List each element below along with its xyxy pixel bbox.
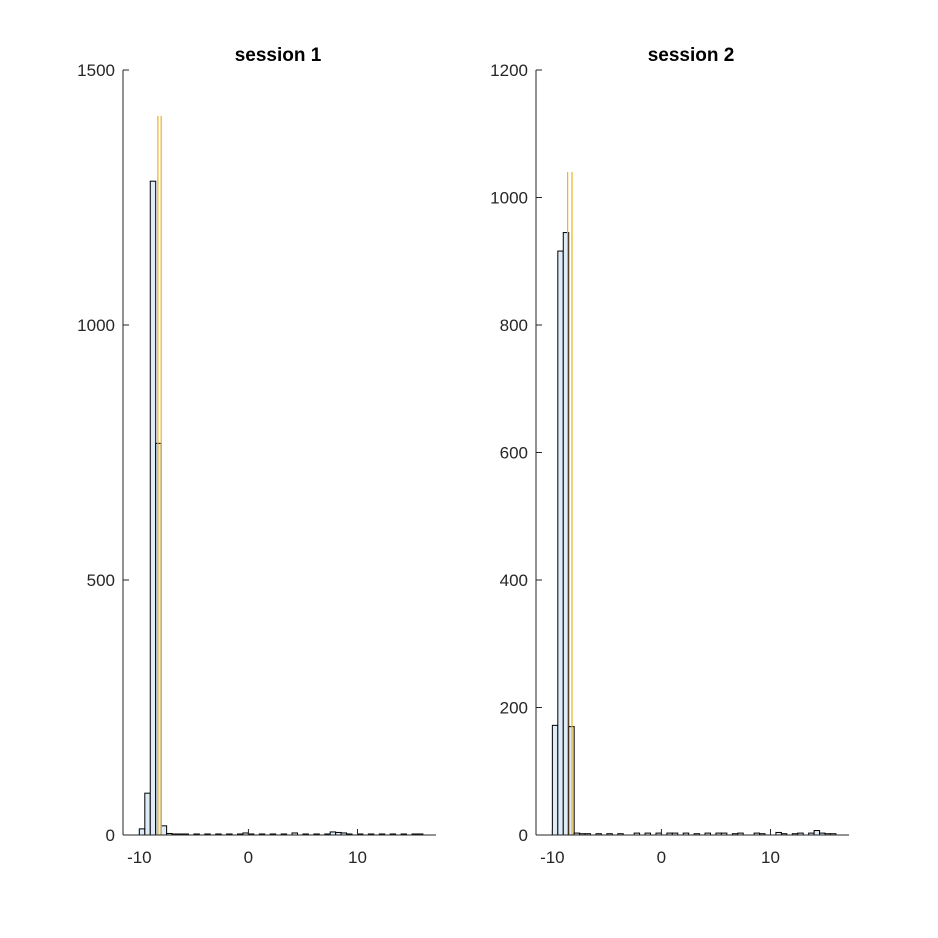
panel-title: session 2 xyxy=(648,45,735,66)
y-tick-label: 800 xyxy=(500,316,528,335)
x-tick-label: 10 xyxy=(761,848,780,867)
y-tick-label: 1500 xyxy=(77,61,115,80)
panel-session-2: session 2 0 200 400 600 800 1000 1200 -10 0 10 xyxy=(490,45,849,867)
x-tick-label: -10 xyxy=(540,848,565,867)
y-tick-label: 0 xyxy=(106,826,115,845)
y-tick-label: 400 xyxy=(500,571,528,590)
panel-title: session 1 xyxy=(235,45,322,66)
y-tick-label: 500 xyxy=(87,571,115,590)
histogram-bar xyxy=(557,250,564,836)
histogram-bar xyxy=(138,828,146,836)
histogram-bar xyxy=(144,792,151,836)
y-tick-label: 0 xyxy=(519,826,528,845)
x-tick-label: 10 xyxy=(348,848,367,867)
histogram-bar xyxy=(149,180,157,836)
y-tick-label: 1200 xyxy=(490,61,528,80)
panel-session-1: session 1 0 500 1000 1500 -10 0 10 xyxy=(77,45,436,867)
histogram-bar xyxy=(813,830,821,836)
y-tick-label: 200 xyxy=(500,699,528,718)
x-tick-label: -10 xyxy=(127,848,152,867)
histogram-bar xyxy=(551,724,559,836)
y-tick-label: 600 xyxy=(500,444,528,463)
histogram-bar xyxy=(160,825,168,836)
x-tick-label: 0 xyxy=(657,848,666,867)
y-tick-label: 1000 xyxy=(77,316,115,335)
y-tick-label: 1000 xyxy=(490,189,528,208)
x-tick-label: 0 xyxy=(244,848,253,867)
